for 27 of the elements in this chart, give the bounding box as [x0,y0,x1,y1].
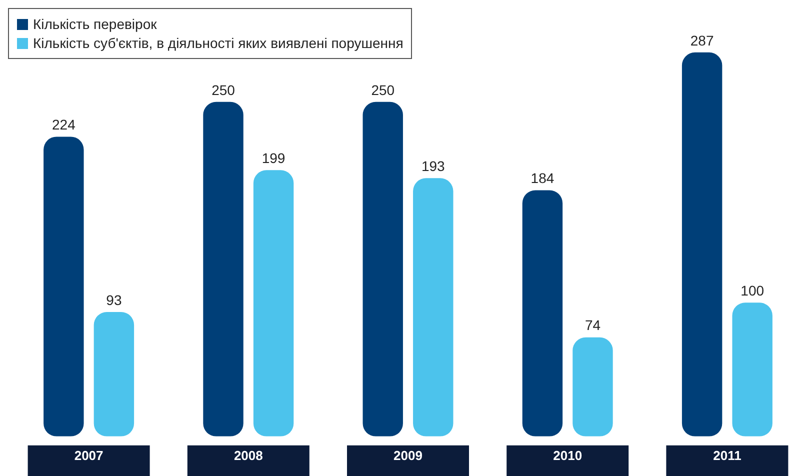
bar [44,136,84,436]
data-label: 193 [421,158,446,174]
bar [572,337,613,436]
legend-label: Кількість перевірок [33,16,157,32]
bar [362,102,403,436]
bar [253,170,294,436]
data-label: 100 [740,282,764,298]
x-tick-label: 2011 [713,448,742,463]
x-tick-label: 2008 [234,448,263,463]
bar [732,302,772,436]
bar [94,312,134,436]
bar [682,52,722,436]
data-label: 250 [212,82,236,98]
bar [413,178,454,436]
data-label: 199 [262,150,286,166]
bar [522,190,563,436]
data-label: 93 [106,292,122,308]
data-label: 224 [52,116,76,133]
data-label: 287 [690,32,714,48]
data-label: 74 [584,317,601,334]
x-tick-label: 2009 [394,448,422,463]
bar [203,102,244,436]
data-label: 250 [371,82,395,98]
data-label: 184 [530,170,554,186]
legend-label: Кількість суб'єктів, в діяльності яких виявлені порушення [33,35,404,51]
x-tick-label: 2010 [553,448,582,463]
x-tick-label: 2007 [74,448,104,463]
